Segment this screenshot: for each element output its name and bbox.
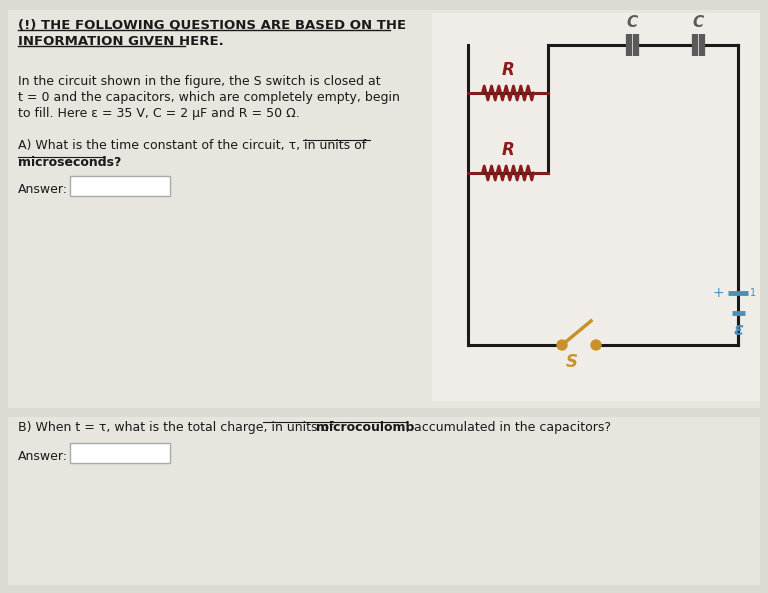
FancyBboxPatch shape: [8, 417, 760, 585]
FancyBboxPatch shape: [70, 443, 170, 463]
Text: B) When t = τ, what is the total charge, in units of: B) When t = τ, what is the total charge,…: [18, 421, 338, 434]
Text: C: C: [693, 15, 703, 30]
Circle shape: [591, 340, 601, 350]
Circle shape: [557, 340, 567, 350]
Text: C: C: [627, 15, 637, 30]
FancyBboxPatch shape: [432, 13, 760, 401]
Text: microcoulomb: microcoulomb: [316, 421, 415, 434]
Text: to fill. Here ε = 35 V, C = 2 μF and R = 50 Ω.: to fill. Here ε = 35 V, C = 2 μF and R =…: [18, 107, 300, 120]
Text: INFORMATION GIVEN HERE.: INFORMATION GIVEN HERE.: [18, 35, 223, 48]
Text: (!) THE FOLLOWING QUESTIONS ARE BASED ON THE: (!) THE FOLLOWING QUESTIONS ARE BASED ON…: [18, 18, 406, 31]
Text: ε: ε: [733, 321, 743, 339]
Text: In the circuit shown in the figure, the S switch is closed at: In the circuit shown in the figure, the …: [18, 75, 381, 88]
Text: , accumulated in the capacitors?: , accumulated in the capacitors?: [406, 421, 611, 434]
Text: Answer:: Answer:: [18, 183, 68, 196]
Text: R: R: [502, 61, 515, 79]
Text: +: +: [713, 286, 724, 300]
Text: A) What is the time constant of the circuit, τ, in units of: A) What is the time constant of the circ…: [18, 139, 366, 152]
Text: S: S: [566, 353, 578, 371]
Text: microseconds?: microseconds?: [18, 156, 121, 169]
FancyBboxPatch shape: [70, 176, 170, 196]
Text: t = 0 and the capacitors, which are completely empty, begin: t = 0 and the capacitors, which are comp…: [18, 91, 400, 104]
FancyBboxPatch shape: [8, 10, 760, 408]
Text: 1: 1: [750, 288, 756, 298]
Text: Answer:: Answer:: [18, 450, 68, 463]
Text: R: R: [502, 141, 515, 159]
